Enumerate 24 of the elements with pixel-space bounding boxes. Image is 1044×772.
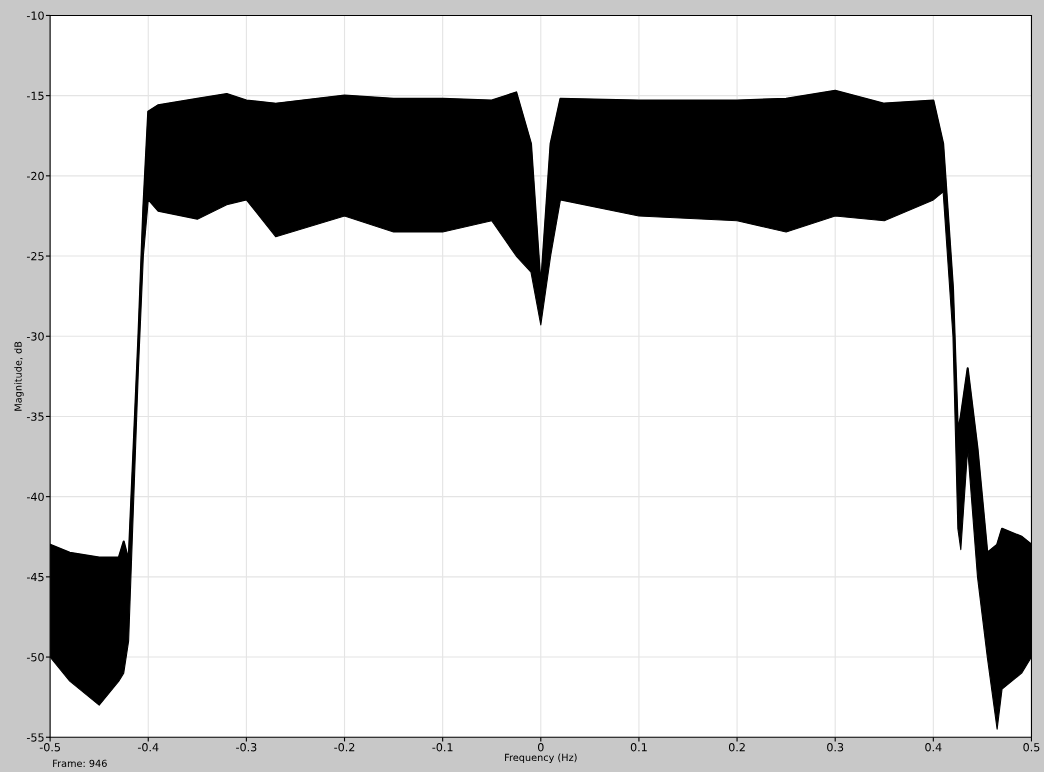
x-tick-label: 0 xyxy=(537,743,544,752)
y-tick-label: -40 xyxy=(26,492,44,502)
x-tick-label: -0.4 xyxy=(137,743,159,752)
y-tick-label: -45 xyxy=(26,572,44,582)
x-tick-label: -0.3 xyxy=(236,743,257,752)
x-tick-label: 0.2 xyxy=(728,743,745,752)
x-axis-title: Frequency (Hz) xyxy=(505,753,577,763)
x-tick-label: -0.2 xyxy=(334,743,355,752)
y-tick-label: -10 xyxy=(26,11,44,20)
x-tick-label: 0.4 xyxy=(925,743,942,752)
x-tick-label: -0.1 xyxy=(432,743,453,752)
y-tick-label: -50 xyxy=(26,653,44,662)
x-tick-label: 0.3 xyxy=(827,743,844,752)
x-tick-label: 0.5 xyxy=(1023,743,1040,752)
y-tick-label: -15 xyxy=(26,91,44,101)
y-tick-label: -25 xyxy=(26,252,44,261)
y-tick-label: -35 xyxy=(26,412,44,421)
text: Frame: 946 xyxy=(53,759,107,768)
x-tick-label: 0.1 xyxy=(630,743,647,752)
y-tick-label: -20 xyxy=(26,171,44,181)
y-tick-label: -30 xyxy=(26,332,44,341)
y-axis-title: Magnitude, dB xyxy=(14,341,24,411)
y-tick-label: -55 xyxy=(26,733,44,742)
x-tick-label: -0.5 xyxy=(39,743,60,752)
